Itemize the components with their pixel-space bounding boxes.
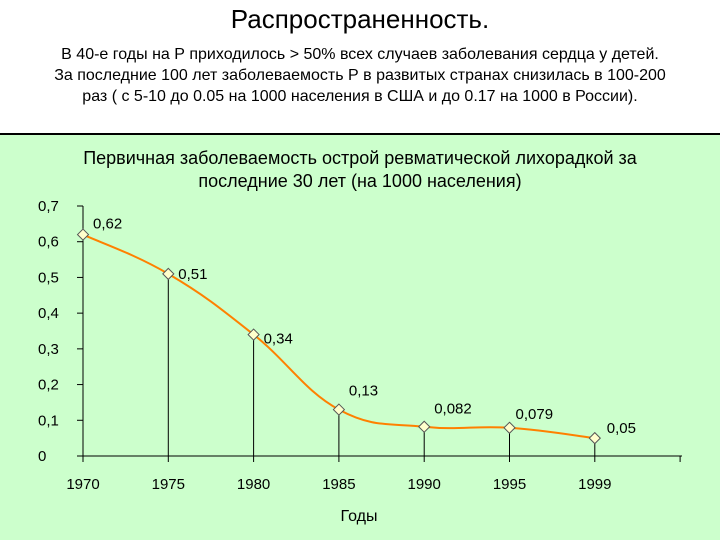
y-tick-label: 0,6: [38, 234, 59, 251]
chart-title-line: последние 30 лет (на 1000 населения): [198, 171, 522, 191]
x-tick-label: 1999: [578, 476, 611, 493]
data-label: 0,51: [178, 266, 207, 283]
data-label: 0,34: [264, 331, 293, 348]
intro-line: В 40-е годы на Р приходилось > 50% всех …: [61, 46, 659, 63]
data-label: 0,082: [434, 401, 472, 418]
data-point-marker: [162, 267, 175, 281]
chart-title: Первичная заболеваемость острой ревматич…: [0, 147, 720, 193]
data-label: 0,05: [607, 420, 636, 437]
y-tick-label: 0,2: [38, 377, 59, 394]
y-tick-label: 0,3: [38, 341, 59, 358]
y-tick-label: 0,4: [38, 305, 59, 322]
data-point-marker: [76, 228, 90, 241]
x-tick-label: 1975: [152, 476, 185, 493]
y-tick-label: 0,7: [38, 198, 59, 215]
x-tick-label: 1970: [66, 476, 99, 493]
y-tick-label: 0,5: [38, 269, 59, 286]
data-point-marker: [247, 328, 260, 341]
x-tick-label: 1980: [237, 476, 270, 493]
x-tick-label: 1990: [408, 476, 441, 493]
data-point-marker: [503, 421, 516, 434]
x-tick-label: 1995: [493, 476, 526, 493]
data-point-marker: [332, 403, 346, 416]
slide-title: Распространенность.: [230, 4, 490, 34]
y-tick-label: 0: [38, 448, 46, 465]
intro-line: За последние 100 лет заболеваемость Р в …: [54, 67, 666, 84]
x-tick-label: 1985: [322, 476, 355, 493]
data-point-marker: [417, 420, 431, 433]
data-label: 0,13: [349, 383, 378, 400]
x-axis-title: Годы: [341, 508, 378, 525]
data-label: 0,079: [516, 406, 554, 423]
data-label: 0,62: [93, 216, 122, 233]
section-divider: [0, 133, 720, 135]
chart-panel: [0, 135, 720, 540]
chart-title-line: Первичная заболеваемость острой ревматич…: [83, 148, 637, 168]
data-point-marker: [588, 431, 602, 445]
intro-text: В 40-е годы на Р приходилось > 50% всех …: [0, 44, 720, 107]
y-tick-label: 0,1: [38, 412, 59, 429]
intro-line: раз ( с 5-10 до 0.05 на 1000 населения в…: [82, 88, 638, 105]
